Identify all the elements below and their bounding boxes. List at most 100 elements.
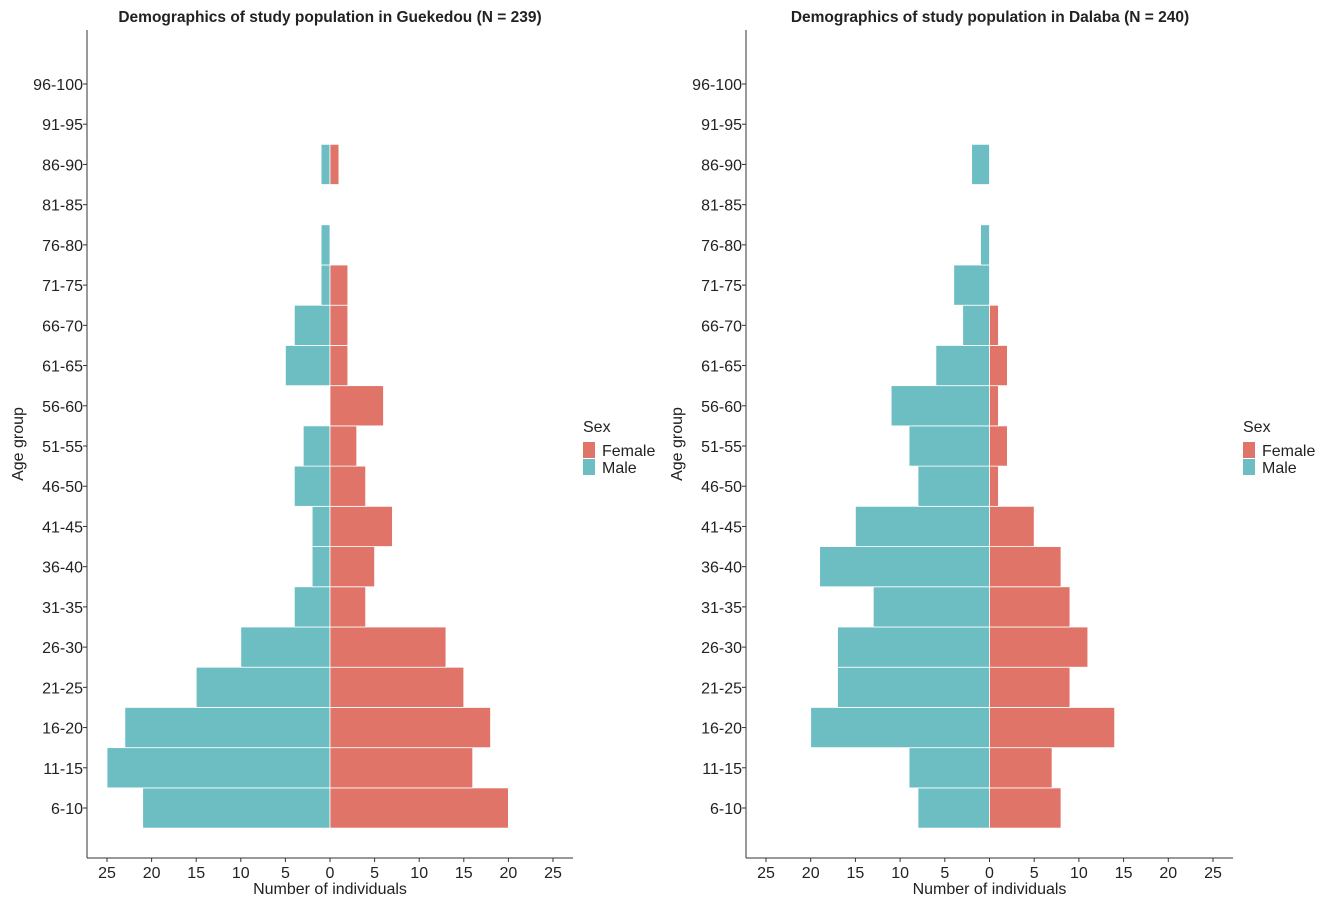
bar-male-46-50 xyxy=(293,465,331,507)
bar-male-86-90 xyxy=(320,143,331,185)
y-tick-label: 51-55 xyxy=(42,439,83,456)
x-tick-label: 20 xyxy=(500,865,518,882)
x-tick-label: 15 xyxy=(187,865,205,882)
y-axis-title: Age group xyxy=(669,407,686,481)
y-tick-label: 76-80 xyxy=(42,238,83,255)
bar-female-21-25 xyxy=(989,666,1071,708)
bar-female-26-30 xyxy=(329,626,447,668)
bar-female-6-10 xyxy=(329,787,509,829)
bar-male-6-10 xyxy=(142,787,331,829)
y-tick-label: 91-95 xyxy=(42,117,83,134)
x-tick-label: 5 xyxy=(940,865,949,882)
x-tick-label: 25 xyxy=(757,865,775,882)
y-tick-label: 91-95 xyxy=(701,117,742,134)
bar-female-16-20 xyxy=(329,707,491,749)
bar-male-31-35 xyxy=(872,586,990,628)
bar-female-46-50 xyxy=(329,465,367,507)
bar-female-31-35 xyxy=(989,586,1071,628)
bar-female-46-50 xyxy=(989,465,999,507)
bar-female-51-55 xyxy=(329,425,358,467)
y-tick-label: 61-65 xyxy=(42,359,83,376)
y-tick-label: 86-90 xyxy=(42,157,83,174)
x-axis-title: Number of individuals xyxy=(253,881,407,897)
bar-male-71-75 xyxy=(953,264,990,306)
legend-title: Sex xyxy=(1243,419,1271,436)
bar-female-36-40 xyxy=(989,546,1062,588)
x-tick-label: 25 xyxy=(544,865,562,882)
bar-male-36-40 xyxy=(819,546,990,588)
bar-female-51-55 xyxy=(989,425,1008,467)
y-tick-label: 46-50 xyxy=(701,479,742,496)
legend-title: Sex xyxy=(583,419,611,436)
x-tick-label: 0 xyxy=(985,865,994,882)
legend-swatch-male xyxy=(583,459,595,475)
bar-male-21-25 xyxy=(195,666,331,708)
bar-female-36-40 xyxy=(329,546,375,588)
y-tick-label: 11-15 xyxy=(702,761,742,778)
y-tick-label: 26-30 xyxy=(701,640,742,657)
y-tick-label: 76-80 xyxy=(701,238,742,255)
x-tick-label: 5 xyxy=(281,865,290,882)
x-tick-label: 25 xyxy=(1204,865,1222,882)
x-tick-label: 0 xyxy=(326,865,335,882)
bar-male-66-70 xyxy=(962,304,990,346)
bar-female-16-20 xyxy=(989,707,1116,749)
bar-male-36-40 xyxy=(311,546,331,588)
legend-swatch-female xyxy=(1243,442,1255,458)
bar-male-61-65 xyxy=(935,345,990,387)
bar-female-21-25 xyxy=(329,666,465,708)
chart-title: Demographics of study population in Dala… xyxy=(791,9,1189,26)
bar-male-31-35 xyxy=(293,586,331,628)
y-tick-label: 36-40 xyxy=(701,560,742,577)
x-tick-label: 10 xyxy=(1070,865,1088,882)
chart-panel-2: Demographics of study population in Dala… xyxy=(669,9,1315,898)
bar-female-71-75 xyxy=(329,264,349,306)
x-tick-label: 20 xyxy=(143,865,161,882)
x-tick-label: 15 xyxy=(1115,865,1133,882)
y-tick-label: 56-60 xyxy=(701,399,742,416)
x-axis-title: Number of individuals xyxy=(913,881,1067,897)
bar-female-6-10 xyxy=(989,787,1062,829)
bar-male-16-20 xyxy=(124,707,331,749)
bar-male-66-70 xyxy=(293,304,331,346)
bar-male-76-80 xyxy=(320,224,331,266)
x-tick-label: 10 xyxy=(891,865,909,882)
y-tick-label: 31-35 xyxy=(701,600,742,617)
bar-female-41-45 xyxy=(329,505,393,547)
bar-male-61-65 xyxy=(284,345,331,387)
bar-female-56-60 xyxy=(989,385,999,427)
y-tick-label: 6-10 xyxy=(51,801,83,818)
bar-female-61-65 xyxy=(989,345,1008,387)
bar-male-16-20 xyxy=(810,707,990,749)
y-tick-label: 16-20 xyxy=(701,721,742,738)
bar-female-11-15 xyxy=(989,747,1053,789)
bar-male-76-80 xyxy=(980,224,990,266)
y-tick-label: 96-100 xyxy=(33,77,83,94)
bar-male-6-10 xyxy=(917,787,990,829)
y-tick-label: 31-35 xyxy=(42,600,83,617)
y-tick-label: 26-30 xyxy=(42,640,83,657)
y-tick-label: 61-65 xyxy=(701,359,742,376)
bar-male-51-55 xyxy=(302,425,331,467)
bar-female-86-90 xyxy=(329,143,340,185)
x-tick-label: 20 xyxy=(802,865,820,882)
bar-female-61-65 xyxy=(329,345,349,387)
bar-female-56-60 xyxy=(329,385,384,427)
y-tick-label: 11-15 xyxy=(43,761,83,778)
y-tick-label: 66-70 xyxy=(701,318,742,335)
legend-label-male: Male xyxy=(1262,460,1297,477)
y-tick-label: 96-100 xyxy=(692,77,742,94)
y-tick-label: 51-55 xyxy=(701,439,742,456)
y-tick-label: 46-50 xyxy=(42,479,83,496)
y-tick-label: 41-45 xyxy=(701,519,742,536)
y-tick-label: 21-25 xyxy=(701,680,742,697)
bar-female-11-15 xyxy=(329,747,474,789)
y-tick-label: 66-70 xyxy=(42,318,83,335)
x-tick-label: 25 xyxy=(98,865,116,882)
legend-label-female: Female xyxy=(1262,443,1315,460)
bar-male-26-30 xyxy=(837,626,990,668)
